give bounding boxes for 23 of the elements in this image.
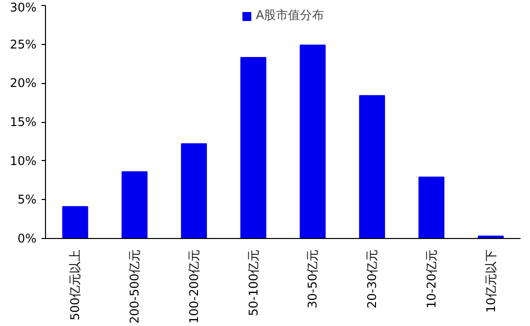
- x-tick-label: 20-30亿元: [365, 249, 380, 308]
- x-tick-label: 100-200亿元: [186, 250, 201, 324]
- bar: [300, 44, 326, 238]
- x-tick-label: 50-100亿元: [246, 249, 260, 316]
- y-tick-label: 20%: [10, 76, 36, 90]
- y-tick-label: 15%: [10, 115, 36, 129]
- bar: [62, 206, 88, 238]
- x-tick-label: 500亿元以上: [68, 250, 82, 320]
- y-tick-label: 0%: [17, 232, 37, 246]
- bar: [240, 57, 266, 238]
- y-tick-label: 30%: [10, 0, 36, 14]
- y-tick-label: 5%: [17, 192, 37, 207]
- bar: [418, 176, 444, 238]
- y-tick-label: 10%: [10, 154, 36, 168]
- bar: [180, 143, 207, 238]
- x-tick-label: 10亿元以下: [484, 249, 498, 313]
- bar: [122, 171, 148, 238]
- x-tick-label: 10-20亿元: [424, 249, 438, 308]
- x-tick-label: 30-50亿元: [306, 249, 320, 308]
- y-tick-label: 25%: [10, 37, 36, 52]
- legend-label: A股市值分布: [256, 7, 324, 24]
- bar: [359, 95, 386, 238]
- x-tick-label: 200-500亿元: [128, 250, 142, 324]
